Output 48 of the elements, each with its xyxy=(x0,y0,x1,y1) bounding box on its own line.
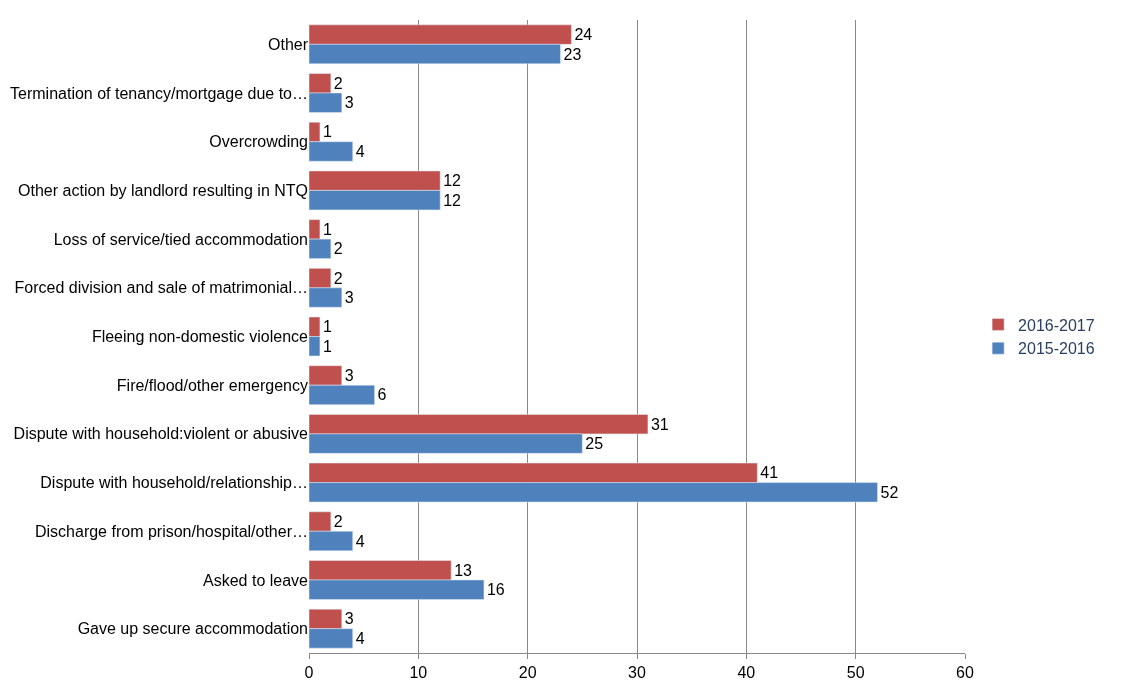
data-label: 6 xyxy=(377,386,387,404)
data-label: 12 xyxy=(443,172,462,190)
y-tick-label: Discharge from prison/hospital/other… xyxy=(34,522,308,540)
y-tick-label: Fire/flood/other emergency xyxy=(116,376,308,394)
data-label: 3 xyxy=(344,366,354,384)
y-tick-label: Asked to leave xyxy=(203,571,309,589)
y-tick-label: Other action by landlord resulting in NTQ xyxy=(18,182,308,200)
data-label: 2 xyxy=(333,74,343,92)
x-tick-label: 10 xyxy=(409,664,428,682)
data-label: 31 xyxy=(650,415,669,433)
y-tick-label: Overcrowding xyxy=(209,133,308,151)
data-label: 52 xyxy=(880,483,899,501)
x-tick-label: 0 xyxy=(304,664,314,682)
y-tick-label: Loss of service/tied accommodation xyxy=(53,230,308,248)
data-label: 1 xyxy=(322,337,332,355)
data-label: 2 xyxy=(333,269,343,287)
data-label: 4 xyxy=(355,142,365,160)
y-tick-label: Fleeing non-domestic violence xyxy=(91,328,309,346)
data-label: 2 xyxy=(333,240,343,258)
x-tick-label: 30 xyxy=(628,664,646,682)
y-tick-label: Dispute with household:violent or abusive xyxy=(13,425,309,443)
y-tick-label: Termination of tenancy/mortgage due to… xyxy=(10,84,308,102)
data-label: 1 xyxy=(322,220,332,238)
y-tick-label: Forced division and sale of matrimonial… xyxy=(14,279,308,297)
x-tick-label: 40 xyxy=(737,664,756,682)
legend-label: 2016-2017 xyxy=(1018,316,1095,334)
data-label: 24 xyxy=(574,26,593,44)
x-tick-label: 60 xyxy=(956,664,974,682)
data-label: 41 xyxy=(760,464,779,482)
data-label: 4 xyxy=(355,629,365,647)
data-label: 3 xyxy=(344,289,354,307)
x-tick-label: 20 xyxy=(518,664,537,682)
data-label: 2 xyxy=(333,513,343,531)
x-tick-label: 50 xyxy=(846,664,865,682)
data-label: 3 xyxy=(344,94,354,112)
y-tick-label: Dispute with household/relationship… xyxy=(40,474,308,492)
y-tick-label: Other xyxy=(267,35,309,53)
data-label: 1 xyxy=(322,123,332,141)
data-label: 12 xyxy=(443,191,462,209)
data-label: 13 xyxy=(454,561,473,579)
data-label: 16 xyxy=(486,581,505,599)
data-label: 3 xyxy=(344,610,354,628)
legend-label: 2015-2016 xyxy=(1018,340,1095,358)
data-label: 25 xyxy=(585,435,604,453)
data-label: 4 xyxy=(355,532,365,550)
data-label: 23 xyxy=(563,45,582,63)
data-label: 1 xyxy=(322,318,332,336)
y-tick-label: Gave up secure accommodation xyxy=(77,620,308,638)
